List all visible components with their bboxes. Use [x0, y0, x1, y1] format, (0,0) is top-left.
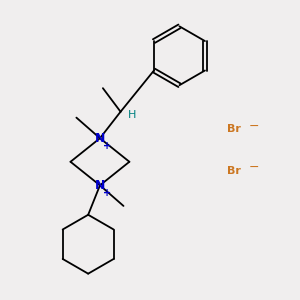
Text: H: H	[128, 110, 136, 120]
Text: −: −	[249, 161, 259, 174]
Text: +: +	[103, 141, 111, 151]
Text: −: −	[249, 120, 259, 133]
Text: +: +	[103, 188, 111, 198]
Text: Br: Br	[226, 124, 240, 134]
Text: Br: Br	[226, 166, 240, 176]
Text: N: N	[95, 132, 105, 145]
Text: N: N	[95, 179, 105, 192]
